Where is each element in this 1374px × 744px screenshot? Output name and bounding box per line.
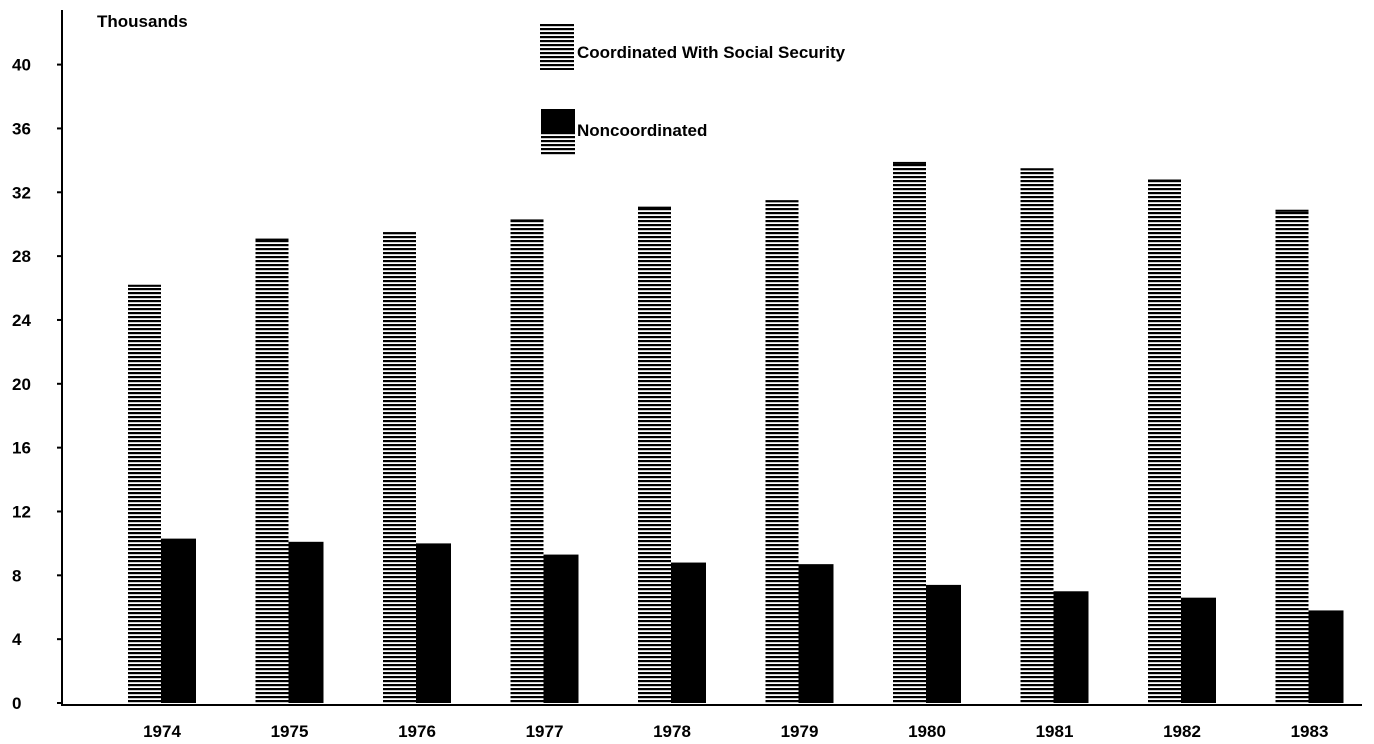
x-tick-label: 1980: [908, 722, 946, 741]
bar-noncoordinated-1977: [543, 554, 579, 703]
y-axis-ticks: 0 4 8 12 16 20 24 28 32 36 40: [12, 56, 62, 713]
bar-noncoordinated-1980: [926, 584, 961, 703]
bar-coordinated-1983: [1275, 209, 1309, 703]
y-tick-label: 36: [12, 119, 31, 138]
x-tick-label: 1978: [653, 722, 691, 741]
bars-group: [128, 161, 1344, 704]
bar-coordinated-top-1982: [1148, 179, 1181, 182]
bar-coordinated-1977: [510, 219, 544, 704]
bar-coordinated-top-1975: [255, 238, 289, 241]
bar-noncoordinated-1978: [671, 562, 706, 703]
y-tick-label: 4: [12, 630, 22, 649]
bar-coordinated-top-1977: [510, 219, 544, 222]
bar-coordinated-1981: [1020, 168, 1054, 704]
x-axis-ticks: 1974 1975 1976 1977 1978 1979 1980 1981 1982 1983: [143, 722, 1328, 741]
x-tick-label: 1982: [1163, 722, 1201, 741]
x-tick-label: 1977: [526, 722, 564, 741]
x-tick-label: 1983: [1291, 722, 1329, 741]
bar-coordinated-top-1978: [638, 206, 671, 209]
bar-noncoordinated-1979: [798, 564, 834, 703]
y-tick-label: 32: [12, 183, 31, 202]
y-tick-label: 12: [12, 502, 31, 521]
bar-noncoordinated-1981: [1053, 591, 1089, 703]
legend-swatch-coordinated: [540, 24, 574, 70]
x-tick-label: 1976: [398, 722, 436, 741]
bar-noncoordinated-1975: [288, 541, 324, 703]
bar-coordinated-1978: [638, 206, 671, 704]
bar-coordinated-1975: [255, 238, 289, 703]
bar-coordinated-top-1974: [128, 284, 161, 287]
legend-swatch-noncoordinated-striped: [541, 133, 575, 156]
y-tick-label: 40: [12, 56, 31, 75]
bar-coordinated-1974: [128, 284, 161, 703]
bar-coordinated-1976: [383, 232, 416, 703]
y-tick-label: 8: [12, 566, 21, 585]
y-axis-unit-label: Thousands: [97, 12, 188, 31]
bar-coordinated-top-1979: [765, 200, 799, 203]
bar-coordinated-top-1983: [1275, 209, 1309, 212]
y-tick-label: 28: [12, 247, 31, 266]
x-tick-label: 1981: [1036, 722, 1074, 741]
bar-noncoordinated-1982: [1181, 597, 1216, 703]
bar-coordinated-top-1976: [383, 232, 416, 235]
bar-noncoordinated-1976: [416, 543, 451, 703]
y-tick-label: 24: [12, 311, 31, 330]
bar-coordinated-1980: [893, 161, 926, 703]
bar-noncoordinated-1983: [1308, 610, 1344, 703]
bar-coordinated-top-1981: [1020, 168, 1054, 171]
y-tick-label: 20: [12, 375, 31, 394]
legend-label-noncoordinated: Noncoordinated: [577, 121, 707, 140]
legend: Coordinated With Social Security Noncoor…: [540, 24, 846, 156]
y-tick-label: 16: [12, 439, 31, 458]
x-tick-label: 1979: [781, 722, 819, 741]
bar-coordinated-1982: [1148, 179, 1181, 704]
bar-coordinated-top-1980: [893, 161, 926, 164]
x-tick-label: 1974: [143, 722, 181, 741]
legend-swatch-noncoordinated-solid: [541, 109, 575, 133]
x-tick-label: 1975: [271, 722, 309, 741]
bar-coordinated-1979: [765, 200, 799, 703]
y-tick-label: 0: [12, 694, 21, 713]
bar-noncoordinated-1974: [161, 538, 196, 703]
legend-label-coordinated: Coordinated With Social Security: [577, 43, 846, 62]
